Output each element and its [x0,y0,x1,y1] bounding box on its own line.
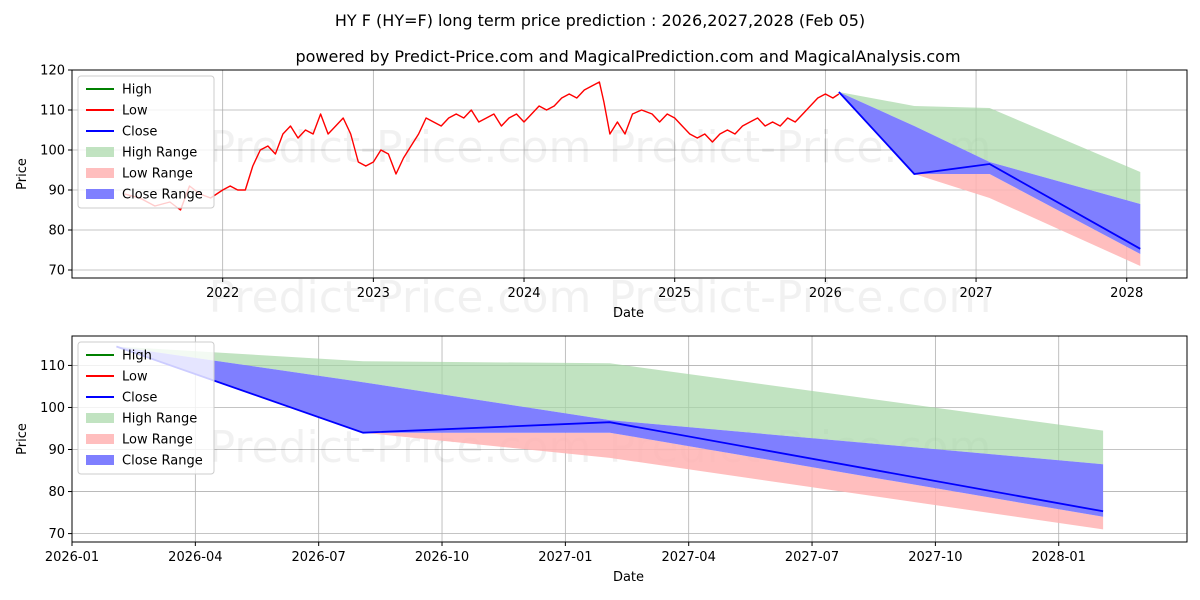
x-tick-label: 2025 [658,286,691,301]
legend-label: Low [122,370,148,385]
legend-label: High [122,349,152,364]
y-tick-label: 90 [48,184,65,199]
bottom-panel: Predict-Price.comPredict-Price.com708090… [15,335,1188,585]
close-forecast-line [838,91,1141,250]
legend-swatch-patch [86,413,114,423]
low-range-band [116,346,1104,530]
x-tick-label: 2027-04 [662,550,716,565]
y-tick-label: 100 [40,401,65,416]
y-tick-label: 80 [48,485,65,500]
history-price-line [124,81,840,211]
high-range-band [838,92,1141,204]
y-tick-label: 70 [48,264,65,279]
legend-label: Close Range [122,454,203,469]
p1-axes-frame [71,335,1188,543]
y-tick-label: 100 [40,144,65,159]
x-tick-label: 2026-04 [168,550,222,565]
y-tick-label: 120 [40,64,65,79]
low-range-band [838,92,1141,266]
y-axis-label: Price [15,423,30,455]
top-panel: Predict-Price.com Predict-Price.comPredic… [15,64,1188,323]
x-tick-label: 2026-01 [45,550,99,565]
chart-title: HY F (HY=F) long term price prediction :… [335,11,865,30]
y-tick-label: 80 [48,224,65,239]
watermark-text: Predict-Price.com [209,272,592,323]
chart-subtitle: powered by Predict-Price.com and Magical… [295,47,960,66]
p0-plot-area [124,81,1141,266]
legend-swatch-patch [86,455,114,465]
x-tick-label: 2026 [809,286,842,301]
x-tick-label: 2027-10 [908,550,962,565]
legend-label: Close Range [122,188,203,203]
x-tick-label: 2023 [357,286,390,301]
x-tick-label: 2028 [1110,286,1143,301]
legend-swatch-patch [86,147,114,157]
close-forecast-line [116,345,1104,513]
legend-label: Low Range [122,433,193,448]
close-range-band [838,92,1141,254]
x-axis-label: Date [613,306,644,321]
p1-plot-area [116,345,1104,530]
legend: High Low Close High Range Low Range Close Ran… [77,341,215,475]
x-tick-label: 2026-07 [292,550,346,565]
x-tick-label: 2022 [206,286,239,301]
high-range-band [116,346,1104,465]
x-axis-label: Date [613,570,644,585]
x-tick-label: 2027-01 [538,550,592,565]
legend-label: High Range [122,146,197,161]
y-axis-label: Price [15,158,30,190]
close-range-band [116,346,1104,517]
watermark-text: Predict-Price.com [609,272,992,323]
legend: High Low Close High Range Low Range Close Ran… [77,75,215,209]
legend-label: High [122,83,152,98]
legend-swatch-patch [86,189,114,199]
legend-label: Close [122,391,157,406]
y-tick-label: 90 [48,443,65,458]
legend-label: Close [122,125,157,140]
x-tick-label: 2024 [507,286,540,301]
y-tick-label: 70 [48,527,65,542]
x-tick-label: 2027 [960,286,993,301]
y-tick-label: 110 [40,104,65,119]
p0-axes-frame [71,69,1188,279]
legend-swatch-patch [86,434,114,444]
y-tick-label: 110 [40,359,65,374]
x-tick-label: 2028-01 [1032,550,1086,565]
legend-label: Low [122,104,148,119]
x-tick-label: 2027-07 [785,550,839,565]
legend-label: High Range [122,412,197,427]
legend-label: Low Range [122,167,193,182]
x-tick-label: 2026-10 [415,550,469,565]
legend-swatch-patch [86,168,114,178]
